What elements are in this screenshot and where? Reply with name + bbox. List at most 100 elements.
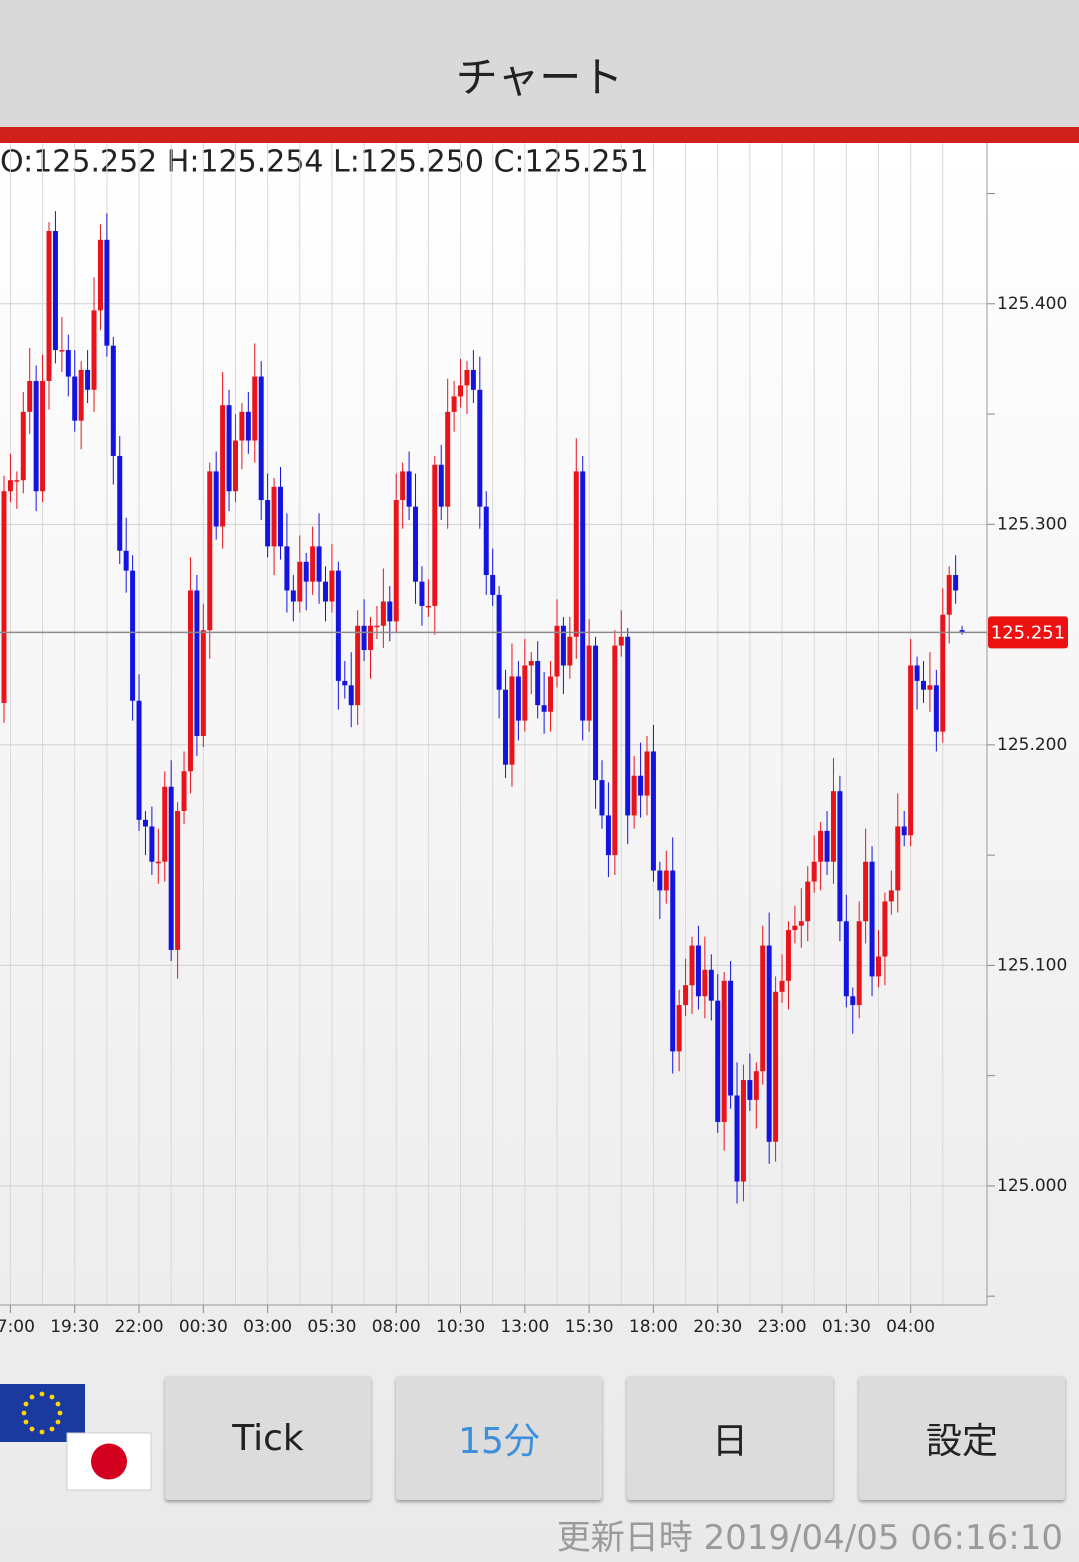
candle-body — [818, 830, 824, 862]
candle-body — [773, 991, 779, 1142]
candle-body — [708, 969, 714, 1001]
candle-body — [515, 676, 521, 721]
candle-body — [303, 561, 309, 582]
candle-body — [567, 636, 573, 666]
candle-body — [715, 1000, 721, 1122]
x-tick-label: 04:00 — [886, 1317, 935, 1337]
candle-body — [618, 636, 624, 646]
candle-body — [779, 980, 785, 992]
candle-body — [265, 500, 271, 547]
candle-body — [252, 376, 258, 441]
candle-body — [586, 645, 592, 721]
candle-body — [644, 751, 650, 796]
currency-flags — [0, 1384, 152, 1491]
candle-body — [335, 570, 341, 681]
candle-body — [46, 231, 52, 381]
candle-body — [824, 830, 830, 862]
candle-body — [554, 625, 560, 677]
candle-body — [721, 980, 727, 1122]
candle-body — [882, 901, 888, 957]
candle-body — [908, 665, 914, 836]
y-tick-label: 125.300 — [997, 514, 1067, 534]
candle-body — [470, 369, 476, 390]
candle-body — [52, 231, 58, 351]
candle-body — [663, 870, 669, 891]
candle-body — [220, 405, 226, 527]
candle-body — [593, 645, 599, 781]
candle-body — [483, 506, 489, 576]
candle-body — [445, 411, 451, 507]
candle-body — [888, 890, 894, 902]
candle-body — [91, 310, 97, 390]
candle-body — [72, 376, 78, 421]
candle-body — [136, 700, 142, 820]
candle-body — [65, 350, 71, 377]
candle-body — [650, 751, 656, 871]
candle-body — [830, 791, 836, 862]
candle-body — [438, 464, 444, 507]
candle-body — [7, 480, 13, 492]
candle-body — [837, 791, 843, 922]
candle-body — [97, 239, 103, 311]
candle-body — [207, 471, 213, 631]
candle-body — [573, 471, 579, 637]
candle-body — [181, 771, 187, 812]
candle-body — [875, 956, 881, 977]
settings-button[interactable]: 設定 — [859, 1376, 1065, 1500]
candle-body — [863, 861, 869, 922]
candle-body — [387, 601, 393, 622]
candle-body — [374, 625, 380, 628]
candle-body — [323, 581, 328, 602]
candle-body — [162, 786, 168, 862]
candle-body — [477, 389, 483, 507]
x-tick-label: 08:00 — [372, 1317, 421, 1337]
candle-body — [747, 1080, 753, 1100]
candle-body — [580, 471, 586, 721]
candle-body — [1, 491, 7, 703]
candle-body — [753, 1071, 759, 1100]
candle-body — [271, 486, 277, 547]
15min-button[interactable]: 15分 — [396, 1376, 602, 1500]
candle-body — [676, 1005, 682, 1052]
candle-body — [766, 945, 772, 1142]
candle-body — [14, 480, 20, 482]
updated-time: 更新日時 2019/04/05 06:16:10 — [556, 1518, 1063, 1558]
eu-stars — [21, 1391, 63, 1435]
title: チャート — [455, 53, 624, 102]
day-button[interactable]: 日 — [627, 1376, 833, 1500]
candle-body — [625, 636, 631, 816]
candle-body — [130, 570, 136, 701]
candle-body — [33, 380, 39, 492]
x-tick-label: 13:00 — [500, 1317, 549, 1337]
candle-body — [605, 815, 611, 856]
tick-button[interactable]: Tick — [165, 1376, 371, 1500]
candle-body — [612, 645, 618, 856]
candle-body — [406, 471, 412, 507]
jp-sun — [91, 1443, 127, 1480]
x-tick-label: 03:00 — [243, 1317, 292, 1337]
candle-body — [226, 405, 232, 492]
candle-body — [123, 550, 129, 571]
candle-body — [20, 411, 26, 481]
candle-body — [760, 945, 766, 1072]
candle-body — [342, 680, 348, 686]
candle-body — [496, 594, 502, 690]
candle-body — [458, 385, 464, 397]
candle-body — [695, 945, 701, 997]
candle-body — [522, 665, 528, 721]
candle-body — [901, 826, 907, 836]
candle-body — [702, 969, 708, 997]
candle-body — [200, 630, 206, 737]
candle-body — [560, 625, 566, 666]
candle-body — [413, 506, 419, 582]
candle-body — [361, 625, 367, 651]
candle-body — [490, 575, 496, 595]
candle-body — [503, 689, 509, 765]
candle-body — [348, 685, 354, 706]
accent-bar — [0, 127, 1079, 143]
candle-body — [953, 575, 959, 591]
candle-body — [329, 570, 335, 602]
candle-body — [689, 945, 695, 986]
candle-body — [142, 819, 148, 827]
